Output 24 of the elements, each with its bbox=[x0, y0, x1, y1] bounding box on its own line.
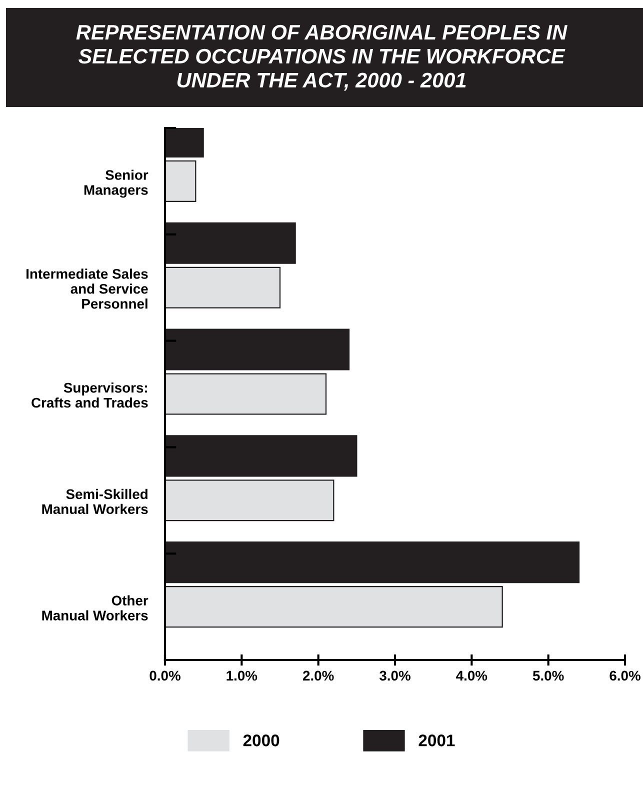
bar bbox=[165, 160, 196, 202]
legend-label: 2001 bbox=[418, 734, 455, 746]
bar bbox=[165, 480, 334, 522]
x-tick-label: 0.0% bbox=[150, 670, 180, 681]
y-tick-label: Other Manual Workers bbox=[42, 595, 148, 620]
x-tick-label: 6.0% bbox=[610, 670, 640, 681]
bar bbox=[165, 586, 503, 628]
y-tick-label: Semi-Skilled Manual Workers bbox=[42, 488, 148, 514]
bar bbox=[165, 222, 296, 264]
x-tick-label: 3.0% bbox=[379, 670, 410, 681]
chart-title: REPRESENTATION OF ABORIGINAL PEOPLES IN SELECTED OCCUPATIONS IN THE WORKFORCE UNDER THE ACT, 2000 - 2001 bbox=[76, 24, 568, 91]
y-tick-label: Supervisors: Crafts and Trades bbox=[32, 382, 148, 408]
bar bbox=[165, 266, 281, 308]
x-tick-label: 1.0% bbox=[226, 670, 258, 681]
bar bbox=[165, 373, 327, 415]
legend-label: 2000 bbox=[243, 734, 280, 746]
bar bbox=[165, 435, 358, 477]
x-tick-label: 4.0% bbox=[456, 670, 488, 681]
bar bbox=[165, 328, 350, 370]
y-tick-label: Intermediate Sales and Service Personnel bbox=[26, 268, 148, 309]
x-tick-label: 5.0% bbox=[532, 670, 564, 681]
bar bbox=[165, 542, 580, 584]
y-tick-label: Senior Managers bbox=[84, 170, 148, 198]
x-tick-label: 2.0% bbox=[302, 670, 334, 681]
